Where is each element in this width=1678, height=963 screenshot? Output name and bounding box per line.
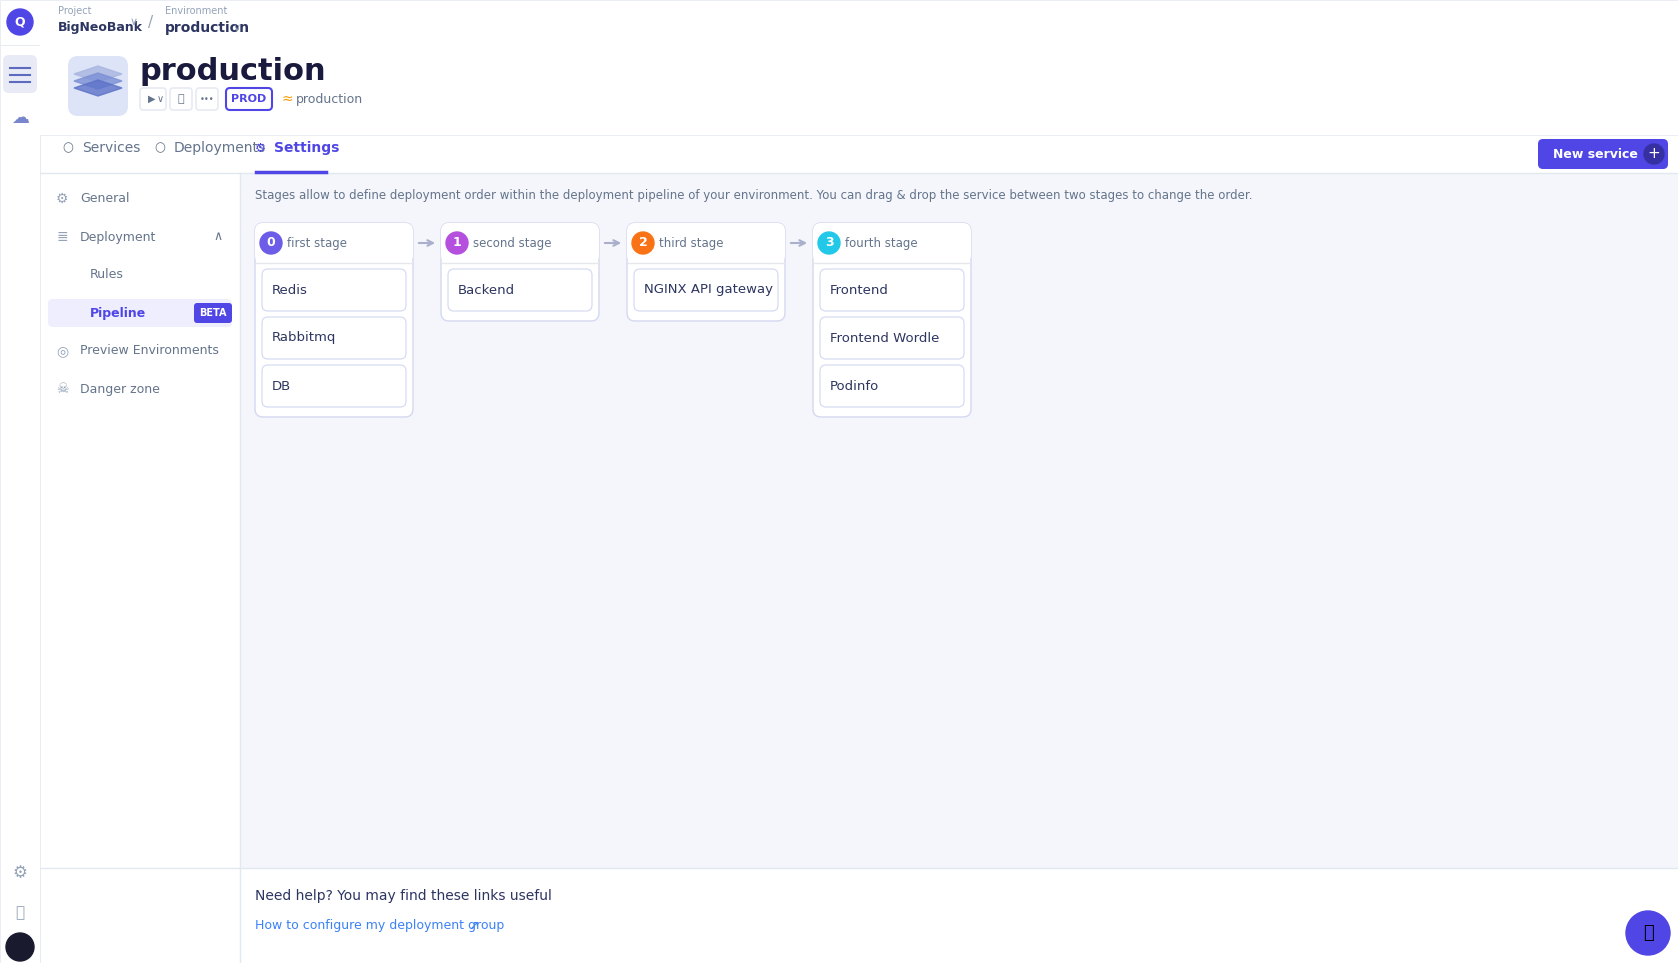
Text: production: production: [164, 21, 250, 35]
Text: first stage: first stage: [287, 237, 347, 249]
Text: Preview Environments: Preview Environments: [81, 345, 218, 357]
FancyBboxPatch shape: [821, 269, 963, 311]
FancyBboxPatch shape: [628, 223, 785, 321]
Text: ≈: ≈: [282, 92, 294, 106]
FancyBboxPatch shape: [448, 269, 592, 311]
FancyBboxPatch shape: [814, 223, 972, 263]
Text: ≣: ≣: [55, 230, 67, 244]
Text: Project: Project: [59, 6, 92, 16]
Text: production: production: [295, 92, 362, 106]
Text: ⚙: ⚙: [55, 192, 69, 206]
FancyBboxPatch shape: [814, 223, 972, 417]
Bar: [0, 45, 40, 963]
FancyBboxPatch shape: [255, 223, 413, 263]
Text: 1: 1: [453, 237, 461, 249]
Polygon shape: [74, 73, 122, 89]
Text: production: production: [139, 58, 327, 87]
Circle shape: [1626, 911, 1670, 955]
Text: ○: ○: [154, 142, 166, 154]
Text: Danger zone: Danger zone: [81, 382, 159, 396]
Text: Redis: Redis: [272, 283, 307, 297]
Text: How to configure my deployment group: How to configure my deployment group: [255, 920, 505, 932]
Text: ∨: ∨: [233, 23, 242, 33]
FancyBboxPatch shape: [441, 223, 599, 321]
Text: Deployments: Deployments: [175, 141, 267, 155]
FancyBboxPatch shape: [3, 55, 37, 93]
Text: •••: •••: [200, 94, 215, 103]
Text: NGINX API gateway: NGINX API gateway: [644, 283, 774, 297]
Polygon shape: [74, 80, 122, 96]
Text: +: +: [1648, 146, 1660, 162]
Bar: [40, 45, 1678, 135]
Text: second stage: second stage: [473, 237, 552, 249]
Text: DB: DB: [272, 379, 292, 393]
FancyBboxPatch shape: [441, 223, 599, 263]
Text: ○: ○: [62, 142, 74, 154]
Text: 💬: 💬: [1643, 924, 1653, 942]
Text: 2: 2: [639, 237, 648, 249]
Text: ∨: ∨: [158, 94, 164, 104]
Text: Backend: Backend: [458, 283, 515, 297]
Bar: [40, 173, 240, 963]
FancyBboxPatch shape: [262, 365, 406, 407]
Circle shape: [633, 232, 654, 254]
Text: PROD: PROD: [232, 94, 267, 104]
Circle shape: [1644, 144, 1665, 164]
Circle shape: [7, 9, 34, 35]
Text: Environment: Environment: [164, 6, 228, 16]
FancyBboxPatch shape: [628, 223, 785, 263]
Text: ∨: ∨: [129, 17, 138, 27]
Text: Podinfo: Podinfo: [831, 379, 879, 393]
FancyBboxPatch shape: [634, 269, 779, 311]
Circle shape: [817, 232, 841, 254]
Text: ⏹: ⏹: [178, 94, 185, 104]
FancyBboxPatch shape: [1539, 139, 1668, 169]
Polygon shape: [74, 66, 122, 82]
Text: 3: 3: [824, 237, 834, 249]
Bar: [0, 0, 1678, 45]
Text: ◎: ◎: [55, 344, 69, 358]
Text: ▶: ▶: [148, 94, 156, 104]
Text: ⚙: ⚙: [12, 864, 27, 882]
Text: ⚙: ⚙: [255, 142, 265, 154]
Bar: [40, 135, 1678, 173]
Text: third stage: third stage: [659, 237, 723, 249]
Text: Frontend: Frontend: [831, 283, 889, 297]
Text: Q: Q: [15, 15, 25, 29]
FancyBboxPatch shape: [255, 223, 413, 417]
Text: Pipeline: Pipeline: [91, 306, 146, 320]
Text: /: /: [148, 14, 153, 30]
FancyBboxPatch shape: [821, 317, 963, 359]
Text: Rabbitmq: Rabbitmq: [272, 331, 336, 345]
Circle shape: [260, 232, 282, 254]
FancyBboxPatch shape: [195, 303, 232, 323]
Text: fourth stage: fourth stage: [846, 237, 918, 249]
Text: Need help? You may find these links useful: Need help? You may find these links usef…: [255, 889, 552, 903]
Text: Settings: Settings: [274, 141, 339, 155]
Circle shape: [446, 232, 468, 254]
Text: ⓘ: ⓘ: [15, 905, 25, 921]
Bar: [40, 173, 1678, 873]
Text: Rules: Rules: [91, 269, 124, 281]
FancyBboxPatch shape: [821, 365, 963, 407]
Circle shape: [7, 933, 34, 961]
Text: Stages allow to define deployment order within the deployment pipeline of your e: Stages allow to define deployment order …: [255, 189, 1252, 201]
Text: BETA: BETA: [200, 308, 227, 318]
Text: Frontend Wordle: Frontend Wordle: [831, 331, 940, 345]
Text: 0: 0: [267, 237, 275, 249]
Text: New service: New service: [1552, 147, 1638, 161]
Text: General: General: [81, 193, 129, 205]
Text: BigNeoBank: BigNeoBank: [59, 21, 143, 35]
Text: Deployment: Deployment: [81, 230, 156, 244]
FancyBboxPatch shape: [262, 317, 406, 359]
Text: ∧: ∧: [213, 230, 223, 244]
Text: ↗: ↗: [468, 920, 478, 932]
Bar: [40, 868, 1678, 963]
FancyBboxPatch shape: [69, 56, 128, 116]
Text: ☠: ☠: [55, 382, 69, 396]
Text: ☁: ☁: [12, 109, 29, 127]
FancyBboxPatch shape: [49, 299, 232, 327]
FancyBboxPatch shape: [262, 269, 406, 311]
Text: Services: Services: [82, 141, 141, 155]
